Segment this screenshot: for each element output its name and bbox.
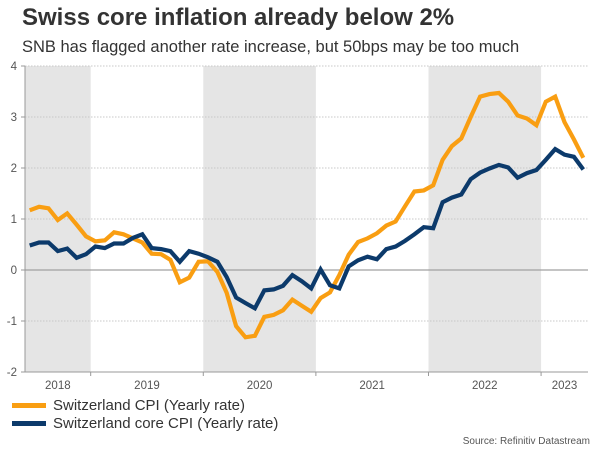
y-tick-label: -1 — [7, 316, 17, 328]
x-tick-label-2018: 2018 — [45, 380, 71, 392]
legend-item-cpi[interactable]: Switzerland CPI (Yearly rate) — [12, 396, 278, 414]
legend-label-cpi: Switzerland CPI (Yearly rate) — [53, 396, 246, 414]
legend: Switzerland CPI (Yearly rate) Switzerlan… — [12, 396, 278, 432]
y-tick-labels: -2 -1 0 1 2 3 4 — [7, 61, 18, 379]
x-tick-label-2021: 2021 — [359, 380, 385, 392]
y-tick-label: 3 — [11, 112, 17, 124]
source-note: Source: Refinitiv Datastream — [462, 436, 590, 447]
y-tick-label: 0 — [11, 265, 17, 277]
legend-swatch-core-cpi — [12, 420, 46, 426]
x-tick-label-2019: 2019 — [134, 380, 160, 392]
series-line-cpi — [28, 90, 586, 340]
chart-title: Swiss core inflation already below 2% — [22, 4, 455, 31]
series-line-core-cpi — [29, 146, 585, 312]
x-tick-label-2022: 2022 — [472, 380, 498, 392]
x-tick-labels: 2018 2019 2020 2021 2022 2023 — [45, 380, 577, 392]
chart-subtitle: SNB has flagged another rate increase, b… — [22, 38, 520, 56]
x-tick-label-2020: 2020 — [247, 380, 273, 392]
legend-label-core-cpi: Switzerland core CPI (Yearly rate) — [53, 414, 279, 432]
y-tick-label: 2 — [11, 163, 17, 175]
legend-item-core-cpi[interactable]: Switzerland core CPI (Yearly rate) — [12, 414, 278, 432]
legend-swatch-cpi — [12, 402, 46, 408]
series-lines — [28, 90, 586, 340]
y-tick-label: -2 — [7, 367, 17, 379]
y-tick-label: 4 — [11, 61, 18, 73]
axes — [21, 65, 588, 376]
y-tick-label: 1 — [11, 214, 17, 226]
x-tick-label-2023: 2023 — [552, 380, 578, 392]
